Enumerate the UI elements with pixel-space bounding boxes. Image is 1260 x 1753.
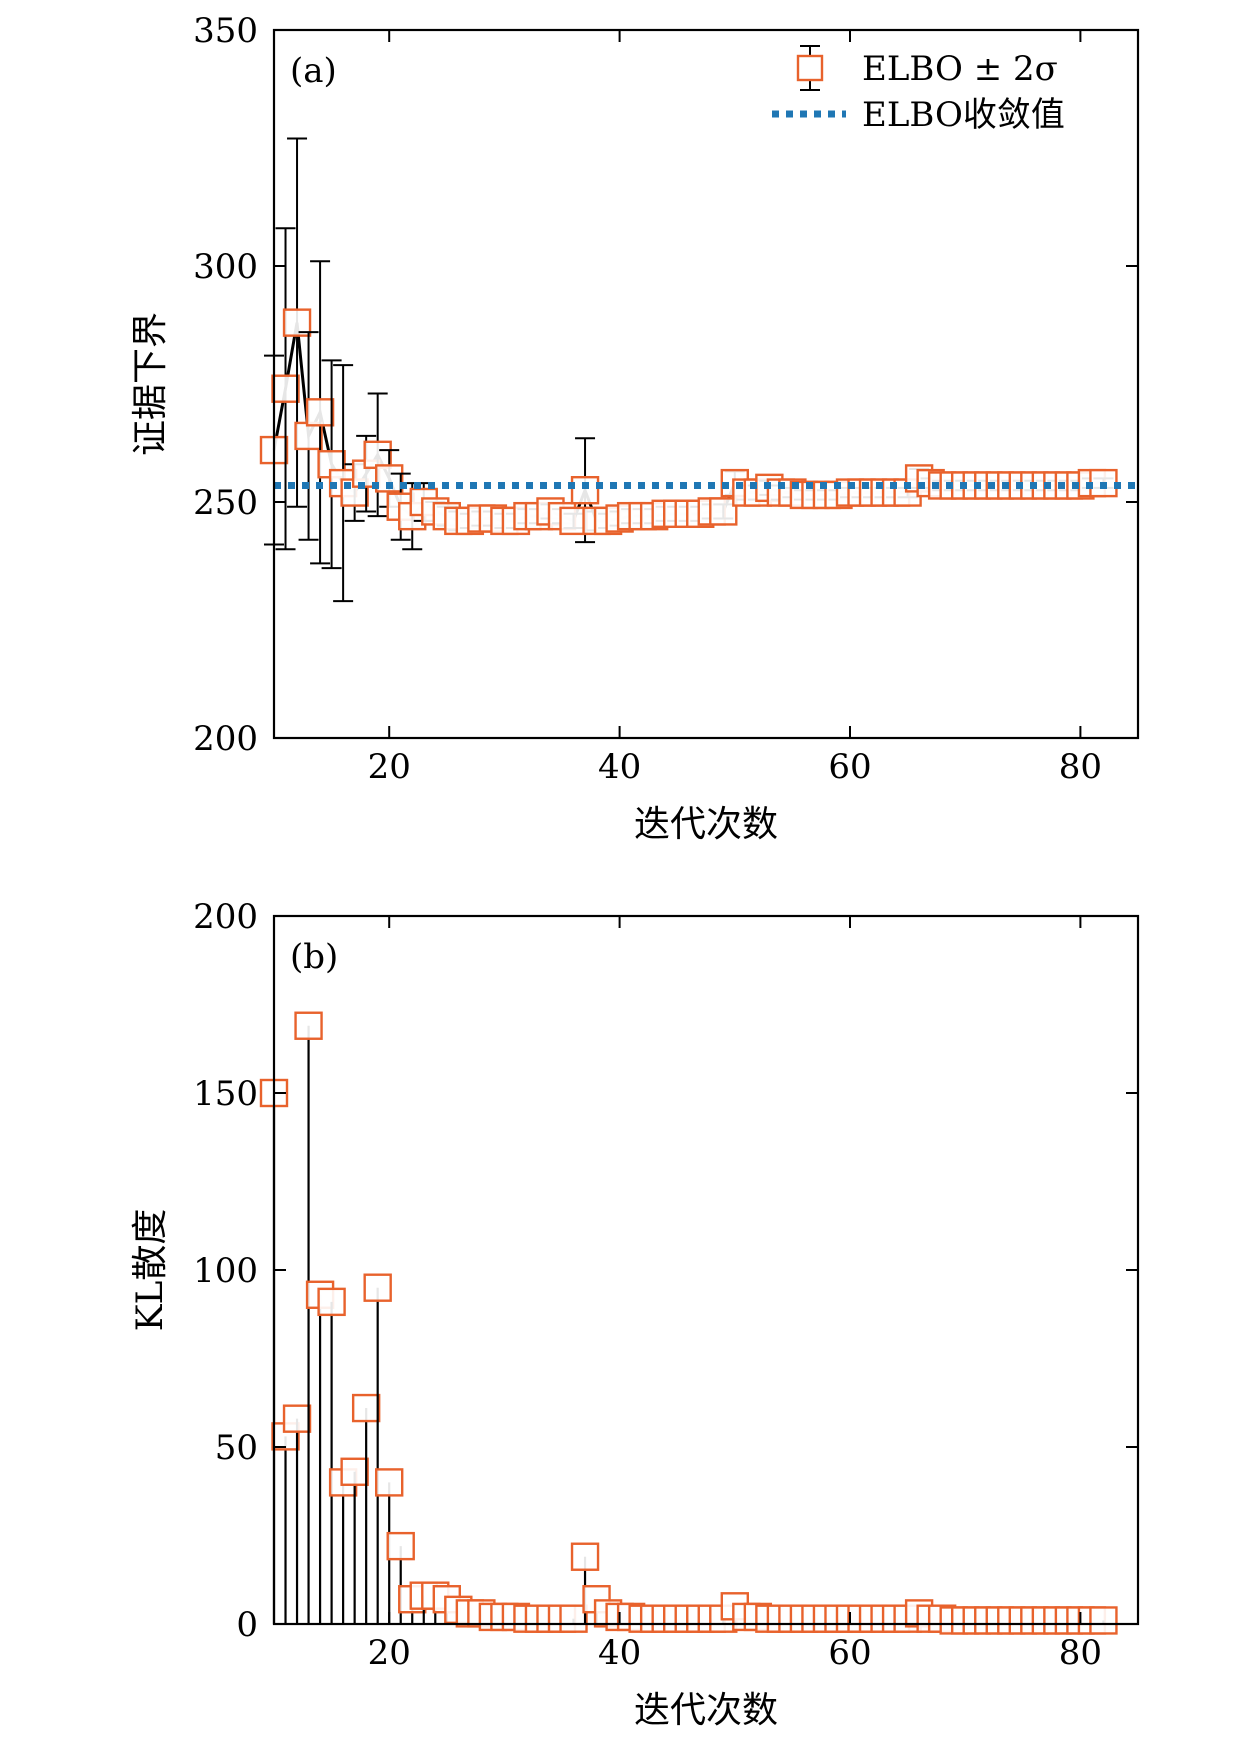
elbo-point bbox=[317, 359, 346, 570]
x-tick-label: 80 bbox=[1059, 747, 1102, 787]
kl-point bbox=[340, 1457, 369, 1624]
kl-point bbox=[363, 1273, 392, 1624]
panel-b-ticks: 20 40 60 80 0 50 100 150 200 bbox=[193, 897, 1138, 1673]
y-tick-label: 200 bbox=[193, 719, 258, 759]
legend-label-elbo-converged: ELBO收敛值 bbox=[862, 95, 1065, 135]
panel-a-x-axis-label: 迭代次数 bbox=[634, 804, 778, 845]
elbo-marker bbox=[363, 440, 392, 469]
panel-a-elbo: 20 40 60 80 200 250 300 350 (a) 迭代次数 证据下界 ELBO … bbox=[130, 11, 1140, 845]
legend-errorbar-marker-icon bbox=[796, 45, 824, 91]
elbo-point bbox=[294, 331, 323, 541]
kl-point bbox=[559, 1604, 588, 1633]
kl-point bbox=[282, 1404, 312, 1624]
panel-b-kl: 20 40 60 80 0 50 100 150 200 (b) 迭代次数 KL散度 bbox=[130, 897, 1140, 1731]
elbo-marker bbox=[709, 497, 738, 526]
kl-point bbox=[351, 1393, 381, 1624]
kl-point bbox=[328, 1468, 358, 1624]
kl-marker bbox=[559, 1604, 588, 1633]
kl-point bbox=[294, 1011, 323, 1624]
legend-label-elbo: ELBO ± 2σ bbox=[862, 49, 1058, 89]
x-tick-label: 20 bbox=[368, 1633, 411, 1673]
elbo-point bbox=[709, 497, 738, 526]
elbo-marker bbox=[305, 398, 335, 427]
kl-marker bbox=[294, 1011, 323, 1040]
kl-marker bbox=[317, 1287, 346, 1317]
kl-marker bbox=[375, 1468, 404, 1497]
elbo-point bbox=[305, 260, 335, 565]
panel-b-y-axis-label: KL散度 bbox=[130, 1209, 171, 1332]
elbo-marker bbox=[375, 464, 404, 493]
kl-point bbox=[1089, 1606, 1118, 1635]
y-tick-label: 150 bbox=[193, 1074, 258, 1114]
kl-marker bbox=[340, 1457, 369, 1486]
elbo-marker bbox=[570, 476, 600, 505]
panel-a-marks bbox=[259, 137, 1118, 603]
elbo-point bbox=[363, 392, 392, 518]
elbo-marker bbox=[271, 374, 300, 403]
panel-a-legend: ELBO ± 2σ ELBO收敛值 bbox=[772, 45, 1065, 135]
panel-a-ticks: 20 40 60 80 200 250 300 350 bbox=[193, 11, 1138, 787]
panel-b-marks bbox=[259, 1011, 1118, 1635]
y-tick-label: 300 bbox=[193, 247, 258, 287]
y-tick-label: 250 bbox=[193, 483, 258, 523]
y-tick-label: 200 bbox=[193, 897, 258, 937]
kl-point bbox=[305, 1280, 335, 1624]
panel-a-label: (a) bbox=[290, 51, 337, 91]
kl-marker bbox=[351, 1393, 381, 1423]
x-tick-label: 40 bbox=[598, 747, 641, 787]
kl-point bbox=[317, 1287, 346, 1624]
x-tick-label: 40 bbox=[598, 1633, 641, 1673]
panel-a-y-axis-label: 证据下界 bbox=[130, 312, 171, 456]
elbo-marker bbox=[294, 421, 323, 451]
y-tick-label: 0 bbox=[236, 1605, 258, 1645]
kl-marker bbox=[282, 1404, 312, 1433]
kl-marker bbox=[386, 1531, 415, 1561]
x-tick-label: 60 bbox=[828, 1633, 871, 1673]
kl-point bbox=[386, 1531, 415, 1624]
kl-marker bbox=[570, 1542, 600, 1571]
panel-b-frame bbox=[272, 914, 1140, 1626]
elbo-point bbox=[271, 227, 300, 551]
y-tick-label: 50 bbox=[215, 1428, 258, 1468]
x-tick-label: 60 bbox=[828, 747, 871, 787]
kl-marker bbox=[363, 1273, 392, 1302]
y-tick-label: 100 bbox=[193, 1251, 258, 1291]
legend-square-marker bbox=[796, 54, 824, 82]
panel-a-frame bbox=[272, 28, 1140, 740]
x-tick-label: 20 bbox=[368, 747, 411, 787]
panel-b-x-axis-label: 迭代次数 bbox=[634, 1690, 778, 1731]
y-tick-label: 350 bbox=[193, 11, 258, 51]
kl-marker bbox=[1089, 1606, 1118, 1635]
kl-point bbox=[271, 1422, 300, 1624]
kl-point bbox=[375, 1468, 404, 1624]
x-tick-label: 80 bbox=[1059, 1633, 1102, 1673]
panel-b-label: (b) bbox=[290, 937, 338, 977]
